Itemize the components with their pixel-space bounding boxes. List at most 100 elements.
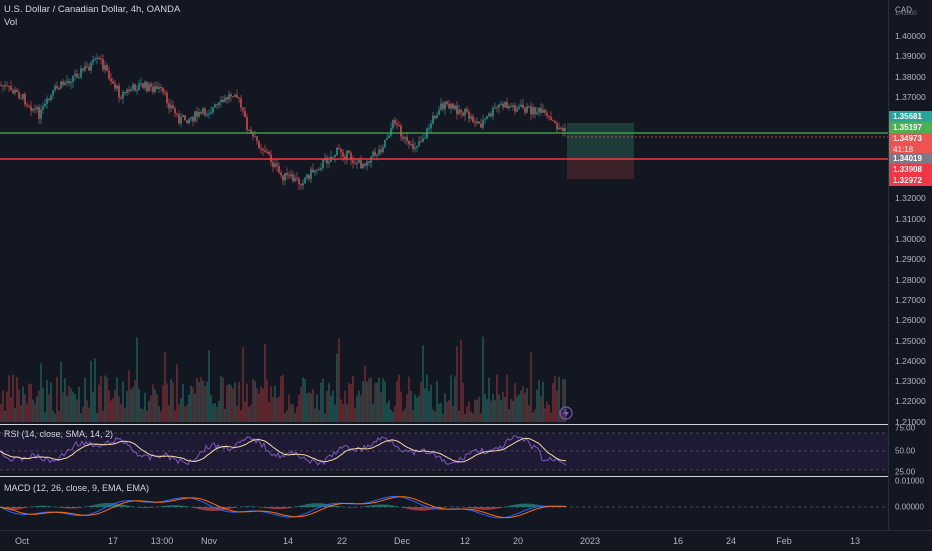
- candle-body: [176, 113, 177, 114]
- macd-hist-bar: [501, 507, 502, 508]
- candle-body: [482, 120, 483, 127]
- volume-bar: [314, 408, 315, 422]
- volume-bar: [12, 375, 13, 422]
- macd-hist-bar: [165, 506, 166, 507]
- volume-bar: [156, 394, 157, 422]
- candle-body: [78, 78, 79, 79]
- candle-body: [340, 149, 341, 152]
- macd-hist-bar: [369, 506, 370, 507]
- candle-body: [524, 108, 525, 113]
- candle-body: [96, 58, 97, 59]
- volume-bar: [184, 407, 185, 422]
- candle-body: [478, 121, 479, 123]
- macd-hist-bar: [391, 505, 392, 507]
- candle-body: [36, 107, 37, 109]
- candle-body: [380, 150, 381, 153]
- candle-body: [554, 121, 555, 123]
- candle-body: [48, 99, 49, 100]
- target-zone[interactable]: [567, 123, 634, 159]
- candle-body: [90, 63, 91, 71]
- level2-price-tag[interactable]: 1.33908: [889, 164, 932, 175]
- volume-bar: [502, 392, 503, 422]
- candle-body: [538, 108, 539, 113]
- volume-bar: [40, 363, 41, 422]
- candle-body: [132, 84, 133, 89]
- lightning-icon[interactable]: [560, 407, 572, 419]
- volume-bar: [248, 407, 249, 422]
- macd-hist-bar: [231, 507, 232, 508]
- candle-body: [88, 67, 89, 71]
- price-tick: 1.31000: [895, 214, 926, 224]
- candle-body: [50, 95, 51, 100]
- candle-body: [302, 183, 303, 185]
- macd-hist-bar: [413, 507, 414, 510]
- entry-price-tag[interactable]: 1.34019: [889, 153, 932, 164]
- candle-body: [516, 109, 517, 112]
- volume-bar: [516, 396, 517, 422]
- volume-bar: [530, 352, 531, 422]
- macd-hist-bar: [487, 507, 488, 510]
- volume-bar: [42, 388, 43, 422]
- candle-body: [460, 110, 461, 113]
- price-tick: 1.29000: [895, 254, 926, 264]
- last-price-tag[interactable]: 1.34973: [889, 133, 932, 144]
- candle-body: [528, 106, 529, 107]
- macd-hist-bar: [289, 507, 290, 508]
- volume-bar: [358, 391, 359, 422]
- volume-bar: [456, 346, 457, 422]
- macd-hist-bar: [89, 506, 90, 507]
- volume-bar: [368, 378, 369, 422]
- volume-bar: [162, 385, 163, 422]
- volume-bar: [322, 379, 323, 422]
- volume-bar: [256, 388, 257, 422]
- volume-bar: [536, 390, 537, 422]
- volume-bar: [222, 378, 223, 422]
- macd-hist-bar: [25, 507, 26, 508]
- volume-bar: [414, 395, 415, 422]
- macd-hist-bar: [467, 507, 468, 508]
- macd-hist-bar: [201, 507, 202, 510]
- volume-bar: [54, 414, 55, 422]
- candle-body: [230, 95, 231, 97]
- candle-body: [166, 93, 167, 104]
- macd-tick-zero: 0.00000: [895, 503, 924, 512]
- candle-body: [346, 151, 347, 159]
- candle-body: [398, 125, 399, 126]
- candle-body: [82, 68, 83, 70]
- volume-bar: [140, 408, 141, 422]
- volume-bar: [296, 407, 297, 422]
- candle-body: [436, 115, 437, 118]
- price-tick: 1.22000: [895, 396, 926, 406]
- volume-bar: [268, 402, 269, 422]
- candle-body: [122, 92, 123, 98]
- candle-body: [226, 97, 227, 99]
- candle-body: [74, 74, 75, 76]
- rsi-label[interactable]: RSI (14, close, SMA, 14, 2): [4, 429, 113, 439]
- price-chart[interactable]: [0, 0, 888, 424]
- candle-body: [64, 83, 65, 85]
- macd-hist-bar: [443, 507, 444, 508]
- candle-body: [202, 109, 203, 114]
- tp-price-tag[interactable]: 1.35681: [889, 111, 932, 122]
- sl-price-tag[interactable]: 1.32972: [889, 175, 932, 186]
- volume-bar: [464, 414, 465, 422]
- volume-bar: [404, 409, 405, 422]
- candle-body: [92, 60, 93, 63]
- volume-bar: [0, 404, 1, 422]
- volume-bar: [70, 389, 71, 422]
- macd-hist-bar: [169, 505, 170, 507]
- macd-label[interactable]: MACD (12, 26, close, 9, EMA, EMA): [4, 483, 149, 493]
- current-price-tag[interactable]: 1.35197: [889, 122, 932, 133]
- time-label: 14: [283, 536, 293, 546]
- stop-zone[interactable]: [567, 159, 634, 179]
- macd-hist-bar: [411, 507, 412, 510]
- candle-body: [218, 102, 219, 105]
- volume-bar: [230, 385, 231, 422]
- candle-body: [560, 128, 561, 129]
- volume-bar: [28, 383, 29, 422]
- time-label: 13:00: [151, 536, 174, 546]
- volume-bar: [94, 358, 95, 422]
- volume-bar: [448, 400, 449, 422]
- rsi-pane[interactable]: [0, 425, 888, 476]
